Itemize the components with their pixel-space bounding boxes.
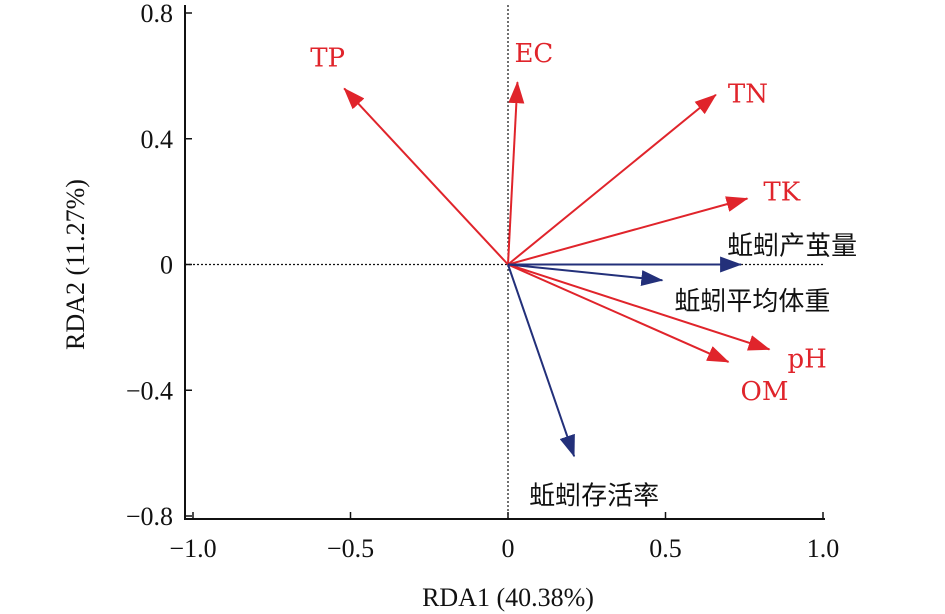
vector-arrow-response	[507, 263, 664, 287]
x-tick-label: −0.5	[327, 534, 374, 563]
x-axis-ticks: −1.0 −0.5 0 0.5 1.0	[169, 512, 839, 563]
y-tick-label: −0.8	[126, 502, 173, 531]
vector-label-response: 蚯蚓产茧量	[727, 232, 857, 262]
x-tick-label: 0.5	[649, 534, 682, 563]
vector-label-environment: TP	[310, 43, 345, 73]
y-tick-label: 0.4	[141, 125, 174, 154]
y-tick-label: 0.8	[141, 0, 174, 28]
vector-arrow-environment	[507, 263, 730, 363]
y-tick-label: −0.4	[126, 376, 173, 405]
y-axis-ticks: 0.8 0.4 0 −0.4 −0.8	[126, 0, 192, 531]
vector-label-environment: OM	[741, 377, 789, 407]
vector-arrow-response	[507, 264, 576, 458]
vector-arrow-environment	[507, 81, 525, 265]
x-tick-label: −1.0	[169, 534, 216, 563]
axes	[184, 5, 825, 520]
y-axis-title: RDA2 (11.27%)	[61, 179, 90, 350]
vector-label-environment: pH	[787, 344, 826, 374]
vector-arrows	[343, 81, 771, 458]
vector-arrow-environment	[507, 93, 717, 266]
vector-arrow-environment	[343, 87, 509, 266]
x-axis-title: RDA1 (40.38%)	[422, 583, 594, 612]
vector-arrow-environment	[507, 196, 749, 266]
vector-label-environment: TN	[728, 80, 768, 110]
vector-arrow-environment	[507, 263, 771, 351]
vector-label-response: 蚯蚓平均体重	[674, 287, 830, 317]
x-tick-label: 1.0	[807, 534, 840, 563]
x-tick-label: 0	[502, 534, 515, 563]
y-tick-label: 0	[160, 251, 173, 280]
vector-label-environment: EC	[514, 39, 553, 69]
vector-label-environment: TK	[763, 177, 800, 207]
vector-label-response: 蚯蚓存活率	[529, 481, 659, 511]
